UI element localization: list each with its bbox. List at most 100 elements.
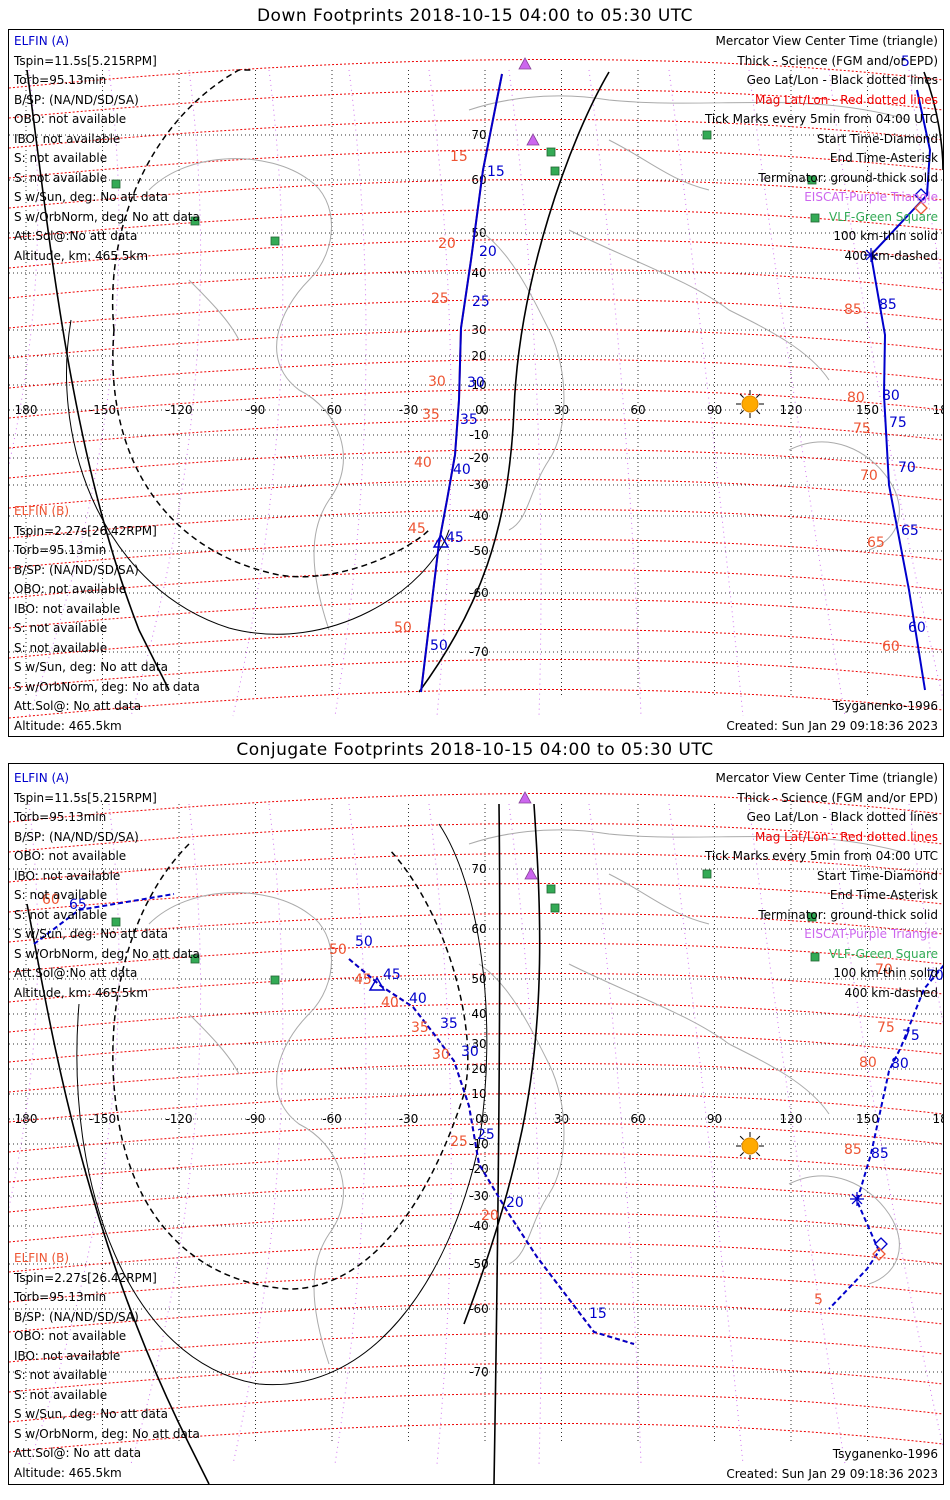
elfin-b-attsol: Att.Sol@: No att data xyxy=(14,1446,142,1460)
elfin-a-tick-label: 80 xyxy=(891,1056,909,1072)
model-label: Tsyganenko-1996 xyxy=(832,1447,938,1461)
elfin-b-tick-label: 20 xyxy=(481,1208,499,1224)
mag-parallel xyxy=(9,1122,943,1153)
sun-ray xyxy=(756,1152,761,1157)
mag-parallel xyxy=(9,1302,943,1333)
mag-parallel xyxy=(9,388,943,419)
mag-parallel xyxy=(9,1152,943,1183)
elfin-b-tick-label: 30 xyxy=(428,374,446,390)
sun-ray xyxy=(739,393,744,398)
lat-tick-label: -20 xyxy=(469,451,489,465)
mag-parallel xyxy=(9,328,943,359)
start-diamond-icon xyxy=(872,1247,886,1261)
mag-meridian xyxy=(130,803,202,1465)
terminator-line xyxy=(923,71,943,171)
mag-parallel xyxy=(9,298,943,329)
vlf-square-icon xyxy=(807,912,817,922)
elfin-a-tspin: Tspin=11.5s[5.215RPM] xyxy=(14,790,157,805)
legend-geo-grid: Geo Lat/Lon - Black dotted lines xyxy=(746,810,938,824)
elfin-a-obo: OBO: not available xyxy=(14,112,127,126)
elfin-a-tick-label: 20 xyxy=(506,1195,524,1211)
legend-end-time: End Time-Asterisk xyxy=(829,151,938,165)
end-asterisk-icon xyxy=(865,249,877,261)
elfin-b-s1: S: not available xyxy=(14,1368,108,1382)
mag-meridian xyxy=(508,803,542,1465)
lon-tick-label: -30 xyxy=(399,403,419,417)
legend-geo-grid: Geo Lat/Lon - Black dotted lines xyxy=(746,73,938,87)
legend-start-time: Start Time-Diamond xyxy=(816,868,938,883)
lat-tick-label: -70 xyxy=(469,645,489,659)
vlf-square-icon xyxy=(546,147,556,157)
elfin-b-tick-label: 50 xyxy=(394,620,412,636)
elfin-b-tick-label: 5 xyxy=(814,1292,823,1308)
elfin-b-track xyxy=(348,958,635,1345)
mag-parallel xyxy=(9,912,943,943)
elfin-b-tspin: Tspin=2.27s[26.42RPM] xyxy=(14,523,157,538)
elfin-a-tspin: Tspin=11.5s[5.215RPM] xyxy=(14,53,157,68)
footprint-400km-curve xyxy=(111,69,430,578)
legend-tick-marks: Tick Marks every 5min from 04:00 UTC xyxy=(704,112,938,126)
elfin-a-tick-label: 20 xyxy=(479,244,497,260)
mag-parallel xyxy=(9,658,943,689)
elfin-b-altitude: Altitude: 465.5km xyxy=(14,718,122,733)
elfin-b-bsp: B/SP: (NA/ND/SD/SA) xyxy=(14,562,139,577)
panel-down-footprints: 180-150-120-90-60-3003060901201501807060… xyxy=(8,29,944,737)
elfin-a-attsol: Att.Sol@:No att data xyxy=(14,229,138,243)
legend-tick-marks: Tick Marks every 5min from 04:00 UTC xyxy=(704,849,938,863)
mag-meridian xyxy=(28,803,120,1465)
mag-parallel xyxy=(9,448,943,479)
start-diamond-icon xyxy=(914,201,928,215)
elfin-a-tick-label: 40 xyxy=(453,462,471,478)
model-label: Tsyganenko-1996 xyxy=(832,699,938,713)
coastline xyxy=(148,892,344,1365)
elfin-a-s-orbnorm: S w/OrbNorm, deg: No att data xyxy=(14,946,200,961)
mag-parallel xyxy=(9,58,943,89)
lat-tick-label: 70 xyxy=(471,128,486,142)
elfin-b-tick-label: 40 xyxy=(381,995,399,1011)
legend-end-time: End Time-Asterisk xyxy=(829,888,938,902)
elfin-a-tick-label: 60 xyxy=(908,620,926,636)
elfin-b-name: ELFIN (B) xyxy=(14,504,70,518)
lat-tick-label: 40 xyxy=(471,1007,486,1021)
vlf-square-icon xyxy=(111,179,121,189)
elfin-a-tick-label: 85 xyxy=(879,297,897,313)
elfin-a-s1: S: not available xyxy=(14,888,108,902)
lon-tick-label: 90 xyxy=(707,1112,722,1126)
sun-icon xyxy=(741,1137,759,1155)
coastline xyxy=(468,829,910,855)
elfin-a-tick-label: 30 xyxy=(467,375,485,391)
terminator-line xyxy=(26,903,210,1484)
eiscat-triangle-icon xyxy=(518,57,532,70)
mag-parallel xyxy=(9,148,943,179)
elfin-b-attsol: Att.Sol@: No att data xyxy=(14,699,142,713)
elfin-a-info: ELFIN (A) Tspin=11.5s[5.215RPM] Torb=95.… xyxy=(14,769,200,1003)
vlf-square-icon xyxy=(807,175,817,185)
legend-center-time: Mercator View Center Time (triangle) xyxy=(715,34,938,48)
mag-meridian xyxy=(428,803,452,1465)
coastline xyxy=(788,1175,900,1285)
elfin-b-s-sun: S w/Sun, deg: No att data xyxy=(14,1407,168,1421)
lat-tick-label: -50 xyxy=(469,544,489,558)
elfin-a-tick-label: 85 xyxy=(871,1146,889,1162)
mag-parallel xyxy=(9,88,943,119)
elfin-b-tick-label: 70 xyxy=(860,468,878,484)
lon-tick-label: 150 xyxy=(856,403,879,417)
elfin-b-tick-label: 20 xyxy=(438,236,456,252)
elfin-a-tick-label: 65 xyxy=(69,897,87,913)
mag-meridian xyxy=(428,69,452,717)
elfin-b-tick-label: 60 xyxy=(882,639,900,655)
legend-vlf: VLF-Green Square xyxy=(829,946,938,961)
elfin-a-track xyxy=(420,73,503,693)
lat-tick-label: 30 xyxy=(471,1037,486,1051)
terminator-line xyxy=(26,69,170,691)
elfin-a-tick-label: 35 xyxy=(460,412,478,428)
elfin-b-bsp: B/SP: (NA/ND/SD/SA) xyxy=(14,1309,139,1324)
sun-icon xyxy=(741,395,759,413)
elfin-a-tick-label: 70 xyxy=(898,460,916,476)
footprint-400km-curve xyxy=(112,843,469,1290)
elfin-b-info: ELFIN (B) Tspin=2.27s[26.42RPM] Torb=95.… xyxy=(14,1249,200,1483)
lat-tick-label: -40 xyxy=(469,509,489,523)
coastline xyxy=(478,963,565,1265)
lat-tick-label: -70 xyxy=(469,1365,489,1379)
legend-mag-grid: Mag Lat/Lon - Red dotted lines xyxy=(754,92,938,107)
